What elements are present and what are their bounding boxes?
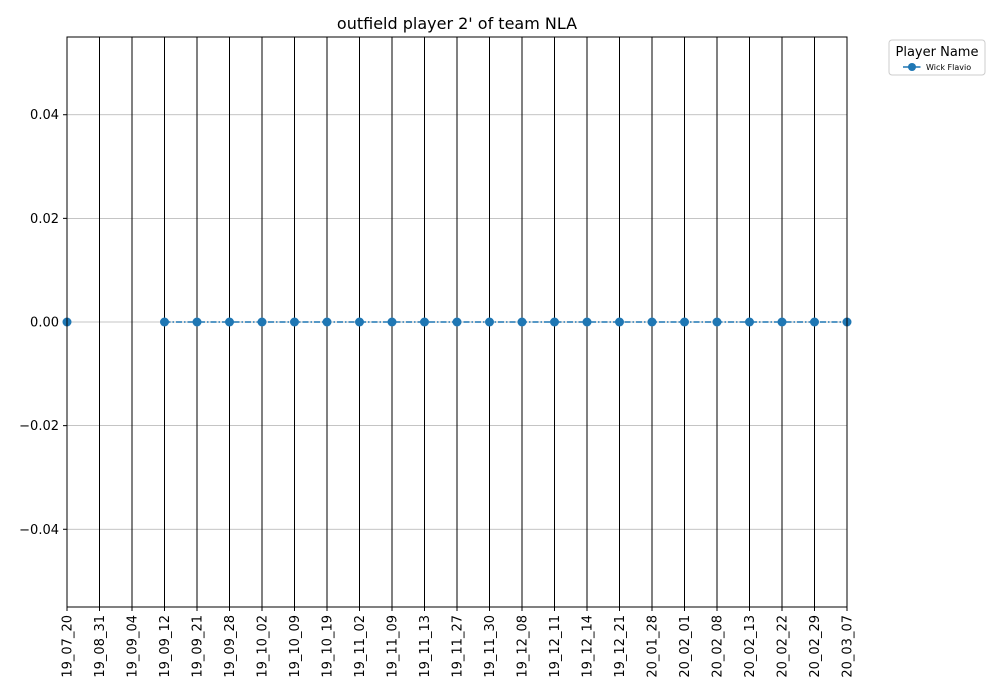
- data-point: [257, 317, 267, 327]
- data-point: [582, 317, 592, 327]
- y-tick-label: −0.02: [19, 419, 59, 434]
- data-point: [192, 317, 202, 327]
- x-axis: 19_07_20 19_08_31 19_09_04 19_09_12 19_09_21…: [61, 607, 856, 678]
- x-tick-label: 19_11_02: [353, 615, 368, 678]
- x-tick-label: 19_10_09: [288, 615, 303, 678]
- x-tick-label: 19_07_20: [61, 615, 76, 678]
- chart-title: outfield player 2' of team NLA: [337, 14, 577, 33]
- y-axis: −0.04 −0.02 0.00 0.02 0.04: [19, 108, 67, 538]
- x-tick-label: 19_12_08: [516, 615, 531, 678]
- series-layer: [62, 317, 852, 327]
- y-tick-label: 0.00: [30, 316, 59, 331]
- legend-marker-sample: [908, 63, 916, 71]
- x-tick-label: 20_02_08: [711, 615, 726, 678]
- x-tick-label: 19_12_21: [613, 615, 628, 678]
- data-point: [550, 317, 559, 327]
- data-point: [160, 317, 169, 327]
- x-tick-label: 20_03_07: [841, 615, 856, 678]
- data-point: [225, 317, 234, 327]
- x-tick-label: 19_10_19: [321, 615, 336, 678]
- x-tick-label: 19_10_02: [256, 615, 271, 678]
- data-point: [290, 317, 299, 327]
- legend: Player Name Wick Flavio: [888, 39, 986, 76]
- data-point: [647, 317, 657, 327]
- x-tick-label: 20_02_01: [678, 615, 693, 678]
- x-tick-label: 19_09_21: [191, 615, 206, 678]
- data-point: [387, 317, 397, 327]
- data-point: [355, 317, 364, 327]
- x-tick-label: 20_02_22: [776, 615, 791, 678]
- x-tick-label: 19_09_28: [223, 615, 238, 678]
- data-point: [810, 317, 819, 327]
- data-point: [420, 317, 429, 327]
- data-point: [777, 317, 787, 327]
- y-tick-label: 0.04: [30, 108, 59, 123]
- y-tick-label: 0.02: [30, 212, 59, 227]
- x-tick-label: 20_02_29: [808, 615, 823, 678]
- data-point: [485, 317, 494, 327]
- legend-label: Wick Flavio: [926, 63, 971, 72]
- x-tick-label: 19_11_13: [418, 615, 433, 678]
- y-tick-label: −0.04: [19, 523, 59, 538]
- plot-area-frame: [66, 36, 848, 608]
- x-tick-label: 19_11_09: [386, 615, 401, 678]
- data-point: [452, 317, 462, 327]
- x-tick-label: 19_09_12: [158, 615, 173, 678]
- x-tick-label: 20_01_28: [646, 615, 661, 678]
- x-tick-label: 19_12_11: [548, 615, 563, 678]
- x-tick-label: 19_08_31: [93, 615, 108, 678]
- data-point: [322, 317, 332, 327]
- x-tick-label: 20_02_13: [743, 615, 758, 678]
- x-tick-label: 19_12_14: [581, 615, 596, 678]
- data-point: [680, 317, 689, 327]
- data-point: [615, 317, 624, 327]
- x-tick-label: 19_09_04: [126, 615, 141, 678]
- data-point: [517, 317, 527, 327]
- data-point: [745, 317, 754, 327]
- x-tick-label: 19_11_30: [483, 615, 498, 678]
- x-tick-label: 19_11_27: [451, 615, 466, 678]
- data-point: [712, 317, 722, 327]
- legend-title: Player Name: [896, 45, 979, 60]
